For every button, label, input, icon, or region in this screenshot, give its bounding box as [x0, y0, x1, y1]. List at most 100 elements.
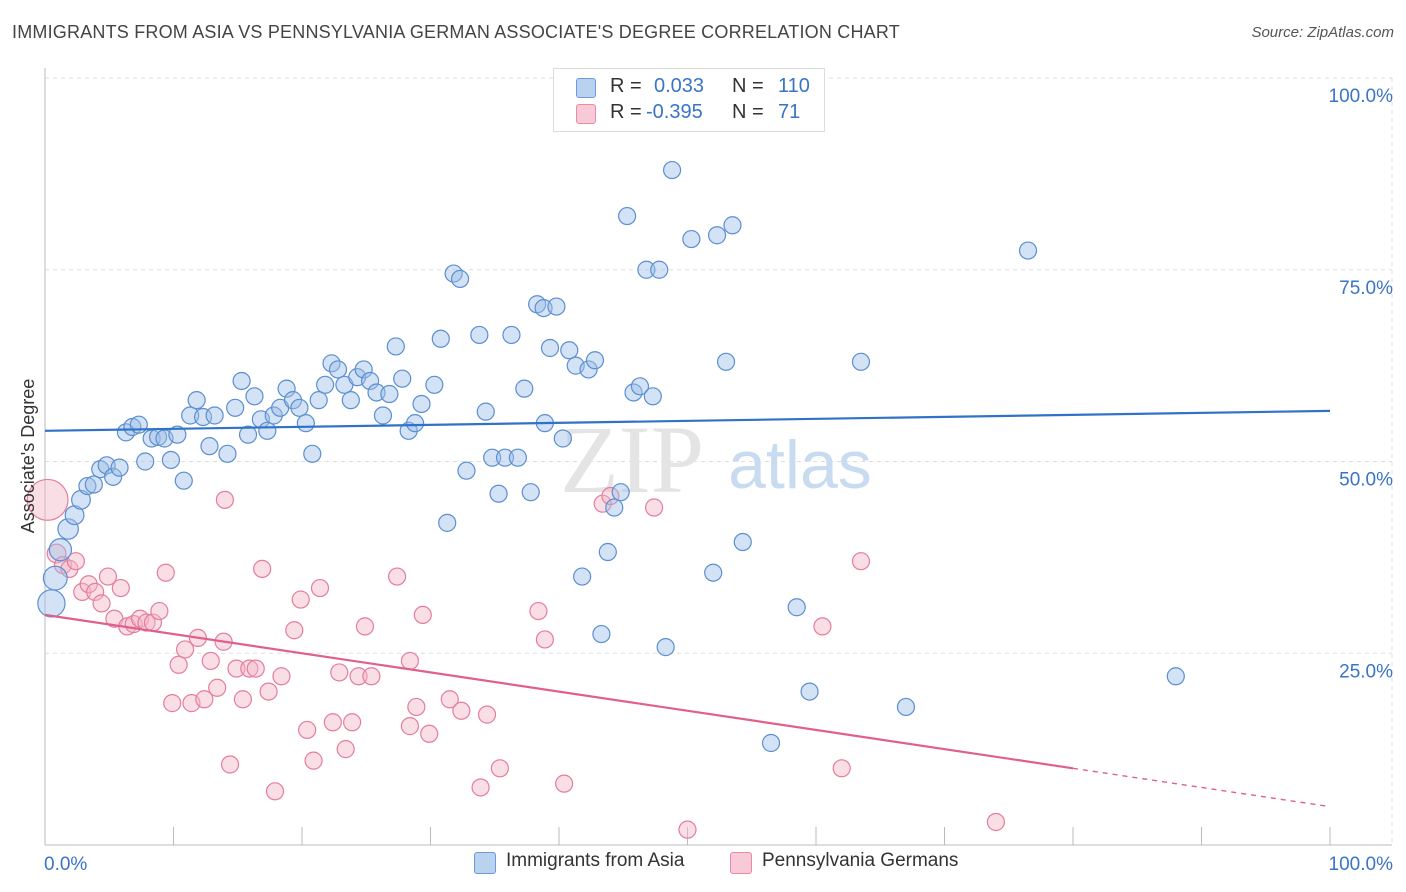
data-point — [168, 425, 187, 444]
data-point — [240, 659, 259, 678]
trend-lines — [44, 409, 1331, 808]
data-point — [450, 269, 470, 289]
bottom-legend-label-asia: Immigrants from Asia — [506, 850, 685, 871]
x-tick-label-max: 100.0% — [1329, 854, 1394, 875]
axes — [44, 68, 1392, 846]
data-point — [328, 360, 348, 379]
trend-line — [44, 409, 1331, 432]
bottom-legend-swatch-asia — [474, 852, 496, 874]
data-point — [215, 490, 234, 509]
data-point — [316, 375, 335, 394]
data-point — [343, 713, 362, 732]
data-point — [285, 621, 304, 640]
data-point — [483, 448, 502, 467]
data-point — [232, 371, 251, 391]
stats-legend: R = 0.033 N = 110 R = -0.395 N = 71 — [553, 68, 825, 132]
data-point — [529, 601, 548, 621]
x-tick-label-min: 0.0% — [44, 854, 87, 875]
data-point — [220, 755, 240, 774]
data-point — [66, 552, 85, 571]
chart-title: IMMIGRANTS FROM ASIA VS PENNSYLVANIA GER… — [12, 22, 900, 42]
data-point — [136, 452, 155, 471]
data-point — [272, 667, 291, 686]
y-tick-label: 100.0% — [1329, 86, 1394, 107]
data-point — [361, 371, 380, 391]
data-point — [704, 563, 723, 582]
data-point — [227, 659, 246, 678]
data-point — [156, 563, 175, 582]
data-point — [253, 559, 272, 578]
data-point — [637, 260, 656, 279]
data-point — [201, 651, 220, 671]
data-point — [296, 414, 315, 433]
data-point — [400, 717, 420, 736]
data-point — [490, 759, 509, 778]
legend-r-label: R = — [610, 101, 642, 123]
data-point — [630, 377, 650, 396]
data-point — [540, 338, 560, 358]
data-point — [400, 651, 420, 671]
data-point — [678, 820, 697, 839]
data-point — [169, 655, 188, 674]
data-point — [226, 398, 245, 417]
data-point — [601, 486, 620, 506]
data-point — [495, 448, 515, 467]
trend-line — [44, 613, 1074, 770]
source-label: Source: ZipAtlas.com — [1251, 24, 1394, 41]
data-point — [573, 567, 592, 586]
series-pennsylvania-germans — [26, 478, 1006, 839]
data-point — [723, 216, 742, 235]
data-point — [355, 617, 375, 636]
data-point — [42, 565, 68, 591]
legend-swatch-asia — [576, 78, 596, 98]
bottom-legend-label-german: Pennsylvania Germans — [762, 850, 959, 871]
data-point — [373, 406, 393, 425]
data-point — [163, 694, 182, 713]
data-point — [716, 352, 736, 371]
data-point — [787, 598, 806, 617]
legend-n-label: N = — [732, 101, 764, 123]
data-point — [246, 659, 265, 678]
data-point — [413, 605, 432, 625]
data-point — [412, 394, 431, 414]
data-point — [129, 415, 148, 434]
data-point — [111, 578, 130, 598]
data-point — [48, 538, 73, 562]
data-point — [555, 774, 574, 793]
data-point — [78, 476, 97, 496]
y-axis-label: Associate's Degree — [18, 379, 38, 534]
data-point — [218, 444, 237, 463]
y-tick-label: 75.0% — [1339, 278, 1393, 299]
data-point — [535, 630, 554, 649]
data-point — [508, 448, 527, 467]
data-point — [309, 391, 328, 410]
data-point — [476, 402, 495, 421]
bottom-legend-swatch-german — [730, 852, 752, 874]
legend-r-value-asia: 0.033 — [654, 75, 705, 97]
data-point — [161, 450, 181, 470]
data-point — [258, 421, 277, 440]
data-point — [592, 624, 611, 644]
data-point — [386, 337, 405, 356]
data-point — [650, 260, 669, 279]
data-point — [407, 697, 426, 717]
data-point — [290, 398, 309, 417]
data-point — [336, 740, 355, 759]
data-point — [515, 379, 534, 398]
data-point — [362, 667, 381, 686]
data-point — [707, 226, 727, 245]
data-point — [605, 498, 624, 517]
data-point — [354, 360, 373, 379]
data-point — [323, 713, 342, 732]
data-point — [800, 682, 819, 701]
data-point — [438, 513, 457, 532]
data-point — [310, 578, 330, 598]
data-point — [174, 471, 193, 490]
data-point — [200, 437, 219, 456]
data-point — [387, 567, 407, 586]
data-point — [593, 494, 612, 513]
data-point — [489, 484, 508, 503]
data-point — [380, 384, 399, 404]
data-point — [98, 567, 118, 586]
